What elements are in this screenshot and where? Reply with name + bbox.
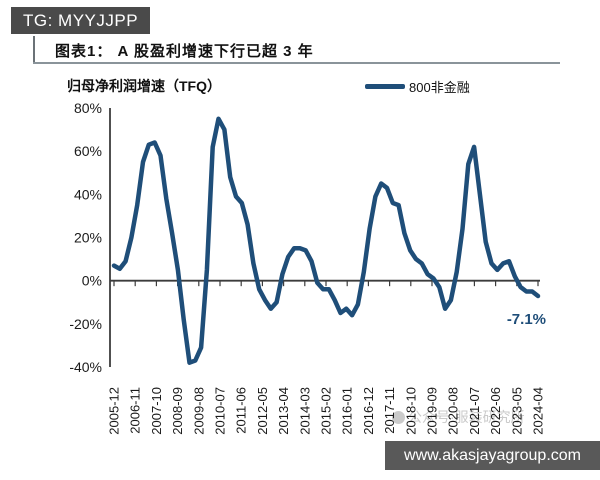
svg-text:2018-10: 2018-10 (403, 387, 418, 435)
svg-text:2008-09: 2008-09 (170, 387, 185, 435)
svg-text:0%: 0% (82, 273, 102, 289)
x-axis-labels: 2005-12 2006-11 2007-10 2008-09 2009-08 2010-… (107, 387, 546, 435)
last-value-annotation: -7.1% (507, 311, 546, 328)
svg-text:2010-07: 2010-07 (213, 387, 228, 435)
legend-label: 800非金融 (409, 80, 470, 95)
svg-text:2016-01: 2016-01 (340, 387, 355, 435)
svg-text:2015-02: 2015-02 (319, 387, 334, 435)
y-axis-labels: 80% 60% 40% 20% 0% -20% -40% (69, 100, 102, 375)
line-chart: 80% 60% 40% 20% 0% -20% -40% 2005-12 2006-11 2007… (69, 100, 546, 435)
title-underline (33, 62, 560, 64)
svg-text:60%: 60% (74, 143, 102, 159)
svg-text:20%: 20% (74, 230, 102, 246)
svg-text:2011-06: 2011-06 (234, 387, 249, 434)
svg-text:2005-12: 2005-12 (107, 387, 122, 435)
svg-text:-40%: -40% (69, 359, 102, 375)
svg-text:2006-11: 2006-11 (128, 387, 143, 434)
svg-text:2022-06: 2022-06 (488, 387, 503, 435)
footer-url-bar: www.akasjayagroup.com (385, 441, 600, 470)
svg-text:2023-05: 2023-05 (509, 387, 524, 435)
watermark-text: 公众号·服装研究所 (408, 409, 525, 425)
y-axis-title: 归母净利润增速（TFQ） (67, 78, 221, 94)
svg-text:2020-08: 2020-08 (446, 387, 461, 435)
svg-text:2021-07: 2021-07 (467, 387, 482, 435)
svg-text:2017-11: 2017-11 (382, 387, 397, 434)
svg-text:80%: 80% (74, 100, 102, 116)
figure-title: 图表1： A 股盈利增速下行已超 3 年 (55, 43, 314, 60)
watermark-logo-icon (392, 410, 405, 424)
svg-text:2014-03: 2014-03 (297, 387, 312, 435)
svg-text:40%: 40% (74, 186, 102, 202)
svg-text:2024-04: 2024-04 (531, 387, 546, 435)
svg-text:-20%: -20% (69, 316, 102, 332)
title-left-border (33, 36, 35, 62)
svg-text:2016-12: 2016-12 (361, 387, 376, 435)
svg-text:2019-09: 2019-09 (425, 387, 440, 435)
svg-text:2009-08: 2009-08 (191, 387, 206, 435)
svg-text:2013-04: 2013-04 (276, 387, 291, 435)
telegram-badge: TG: MYYJJPP (11, 7, 151, 34)
series-line-800-nonfinancial (111, 116, 541, 365)
source-watermark: 公众号·服装研究所 (392, 407, 525, 427)
legend-line-swatch (365, 84, 405, 89)
svg-text:2007-10: 2007-10 (149, 387, 164, 435)
svg-text:2012-05: 2012-05 (255, 387, 270, 435)
legend: 800非金融 (365, 77, 470, 96)
